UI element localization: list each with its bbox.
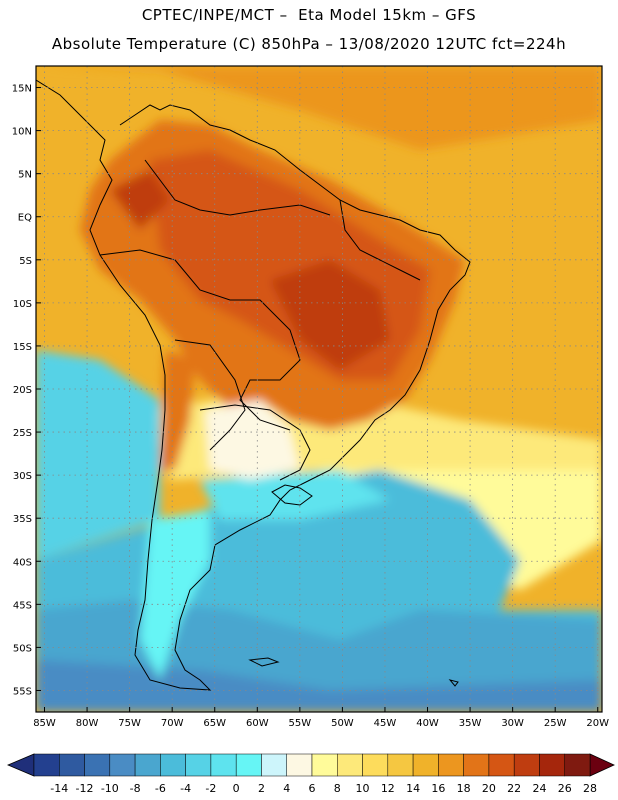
lat-label: 15N [12,84,32,95]
colorbar-label: 6 [309,782,316,795]
colorbar-segment [539,753,565,777]
colorbar-segment [235,753,262,777]
colorbar-label: -10 [101,782,119,795]
colorbar-label: -2 [205,782,216,795]
colorbar-segment [33,753,60,777]
lat-label: 45S [13,600,32,611]
colorbar-under-arrow [6,753,35,777]
lon-label: 45W [374,718,397,729]
figure-subtitle: Absolute Temperature (C) 850hPa – 13/08/… [51,35,567,53]
colorbar-segment [412,753,439,777]
figure-title: CPTEC/INPE/MCT – Eta Model 15km – GFS [141,6,477,24]
colorbar-segment [463,753,490,777]
lon-label: 65W [203,718,226,729]
colorbar-segment [438,753,464,777]
temperature-field [36,66,602,712]
colorbar-label: -12 [76,782,94,795]
colorbar-segment [286,753,313,777]
lat-label: 30S [13,471,32,482]
lon-label: 75W [118,718,141,729]
colorbar-segment [337,753,363,777]
colorbar-label: 4 [283,782,290,795]
colorbar-label: 0 [233,782,240,795]
lat-label: 40S [13,557,32,568]
colorbar-label: -8 [130,782,141,795]
lon-label: 25W [544,718,567,729]
lat-label: 5N [18,170,32,181]
colorbar-label: 8 [334,782,341,795]
colorbar-label: 12 [381,782,395,795]
lat-label: 25S [13,428,32,439]
colorbar-label: 18 [457,782,471,795]
lat-label: 20S [13,385,32,396]
colorbar-label: 22 [507,782,521,795]
lat-label: 5S [19,256,32,267]
colorbar-segment [210,753,237,777]
lat-label: EQ [18,213,32,224]
colorbar-segment [387,753,414,777]
lon-label: 40W [416,718,439,729]
colorbar-label: -6 [155,782,166,795]
colorbar-segment [488,753,515,777]
colorbar-over-arrow [589,753,615,777]
colorbar-segment [513,753,540,777]
colorbar-segment [564,753,591,777]
colorbar-label: -4 [180,782,191,795]
lat-label: 55S [13,686,32,697]
colorbar-segment [84,753,111,777]
lon-label: 60W [246,718,269,729]
colorbar-segment [134,753,161,777]
lat-label: 10N [12,127,32,138]
colorbar-label: 2 [258,782,265,795]
colorbar-label: 26 [558,782,572,795]
colorbar-label: -14 [50,782,68,795]
colorbar-segment [109,753,136,777]
lon-label: 55W [289,718,312,729]
lon-label: 80W [76,718,99,729]
graticule [36,66,602,712]
longitude-labels: 85W 80W 75W 70W 65W 60W 55W 50W 45W 40W 35W 30W 25W 2… [33,707,609,729]
colorbar-segment [59,753,85,777]
colorbar-label: 16 [431,782,445,795]
colorbar-label: 28 [583,782,597,795]
lat-label: 50S [13,643,32,654]
latitude-labels: 15N 10N 5N EQ 5S 10S 15S 20S 25S 30S 35S 40S 45S 50S 5… [12,84,41,697]
lon-label: 35W [459,718,482,729]
colorbar-segment [160,753,186,777]
lat-label: 35S [13,514,32,525]
lat-label: 10S [13,299,32,310]
colorbar: -14 -12 -10 -8 -6 -4 -2 0 2 4 6 8 10 12 14 16 18 20 22 24 26… [6,753,615,795]
colorbar-label: 14 [406,782,420,795]
lon-label: 50W [331,718,354,729]
lat-label: 15S [13,342,32,353]
lon-label: 70W [161,718,184,729]
colorbar-segment [185,753,212,777]
colorbar-segment [362,753,389,777]
lon-label: 20W [586,718,609,729]
colorbar-label: 20 [482,782,496,795]
colorbar-label: 24 [532,782,546,795]
colorbar-segment [261,753,287,777]
lon-label: 85W [33,718,56,729]
colorbar-segment [311,753,338,777]
colorbar-label: 10 [356,782,370,795]
lon-label: 30W [501,718,524,729]
